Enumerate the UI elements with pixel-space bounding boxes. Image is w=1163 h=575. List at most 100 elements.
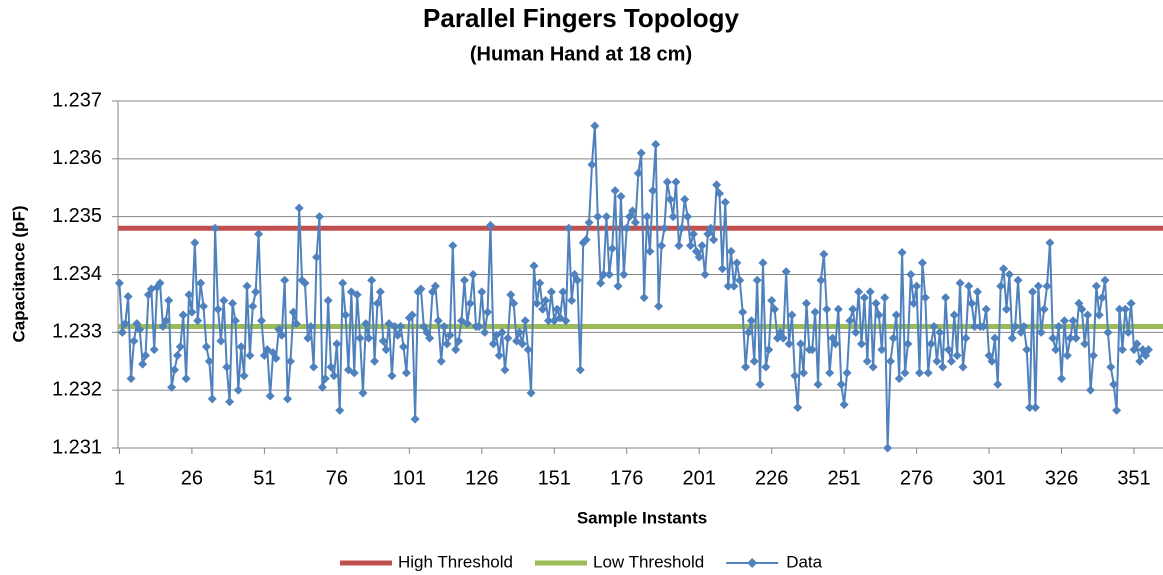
x-axis-label: Sample Instants <box>577 508 707 527</box>
data-marker <box>436 356 446 366</box>
data-marker <box>677 223 687 233</box>
data-marker <box>781 267 791 277</box>
data-marker <box>836 379 846 389</box>
data-marker <box>213 304 223 314</box>
y-tick-label: 1.235 <box>52 205 102 227</box>
legend-label: Low Threshold <box>593 552 704 571</box>
data-marker <box>228 298 238 308</box>
data-marker <box>883 443 893 453</box>
data-marker <box>1036 327 1046 337</box>
data-marker <box>1057 374 1067 384</box>
data-marker <box>755 379 765 389</box>
data-marker <box>242 281 252 291</box>
data-marker <box>300 278 310 288</box>
data-marker <box>361 319 371 329</box>
x-tick-label: 326 <box>1045 467 1078 489</box>
data-marker <box>709 235 719 245</box>
data-marker <box>126 374 136 384</box>
data-marker <box>445 330 455 340</box>
data-marker <box>686 241 696 251</box>
data-marker <box>288 307 298 317</box>
data-marker <box>599 270 609 279</box>
data-marker <box>332 339 342 349</box>
data-marker <box>697 241 707 251</box>
data-marker <box>880 293 890 303</box>
data-marker <box>628 206 638 216</box>
data-marker <box>584 217 594 227</box>
data-marker <box>561 316 571 326</box>
data-marker <box>181 374 191 384</box>
data-marker <box>120 319 130 329</box>
data-marker <box>114 278 124 288</box>
data-marker <box>506 290 516 300</box>
data-marker <box>167 382 177 392</box>
data-marker <box>532 298 542 308</box>
data-marker <box>1028 287 1038 297</box>
y-tick-label: 1.233 <box>52 321 102 343</box>
data-marker <box>503 333 513 343</box>
data-marker <box>1135 356 1145 366</box>
data-marker <box>761 362 771 372</box>
data-marker <box>874 310 884 320</box>
data-marker <box>1051 345 1061 355</box>
data-marker <box>888 333 898 343</box>
data-marker <box>271 353 281 363</box>
data-marker <box>822 304 832 314</box>
data-marker <box>201 342 211 352</box>
data-marker <box>465 298 475 308</box>
data-marker <box>170 365 180 375</box>
data-marker <box>871 298 881 308</box>
data-marker <box>1117 345 1127 355</box>
data-marker <box>970 322 980 332</box>
data-marker <box>442 339 452 349</box>
data-marker <box>877 345 887 355</box>
data-marker <box>306 322 316 332</box>
data-marker <box>906 270 916 279</box>
data-marker <box>941 293 951 303</box>
data-marker <box>485 220 495 230</box>
data-marker <box>378 336 388 346</box>
data-marker <box>651 139 661 149</box>
data-marker <box>767 296 777 306</box>
data-marker <box>743 327 753 337</box>
data-marker <box>1132 339 1142 349</box>
data-marker <box>265 391 275 401</box>
data-marker <box>407 310 417 320</box>
data-marker <box>164 296 174 306</box>
data-marker <box>926 339 936 349</box>
data-marker <box>596 278 606 288</box>
data-marker <box>938 362 948 372</box>
data-marker <box>291 319 301 329</box>
data-marker <box>488 339 498 349</box>
data-marker <box>1054 322 1064 332</box>
data-marker <box>1065 333 1075 343</box>
data-marker <box>1097 293 1107 303</box>
x-tick-label: 26 <box>181 467 203 489</box>
data-marker <box>613 281 623 291</box>
data-marker <box>396 322 406 332</box>
data-marker <box>1045 238 1055 248</box>
data-marker <box>958 362 968 372</box>
data-marker <box>1068 316 1078 326</box>
data-marker <box>807 345 817 355</box>
data-marker <box>894 374 904 384</box>
data-marker <box>283 394 293 404</box>
data-marker <box>622 223 632 233</box>
data-marker <box>999 264 1009 274</box>
data-marker <box>538 304 548 314</box>
data-marker <box>642 212 652 222</box>
data-marker <box>358 388 368 398</box>
data-marker <box>572 275 582 285</box>
data-marker <box>903 339 913 349</box>
data-marker <box>848 304 858 314</box>
data-marker <box>552 304 562 314</box>
data-marker <box>1094 310 1104 320</box>
data-marker <box>480 327 490 337</box>
data-marker <box>738 307 748 317</box>
x-tick-label: 301 <box>972 467 1005 489</box>
data-marker <box>1048 333 1058 343</box>
data-marker <box>671 177 681 187</box>
data-marker <box>1059 316 1069 326</box>
data-marker <box>1126 298 1136 308</box>
data-marker <box>996 281 1006 291</box>
